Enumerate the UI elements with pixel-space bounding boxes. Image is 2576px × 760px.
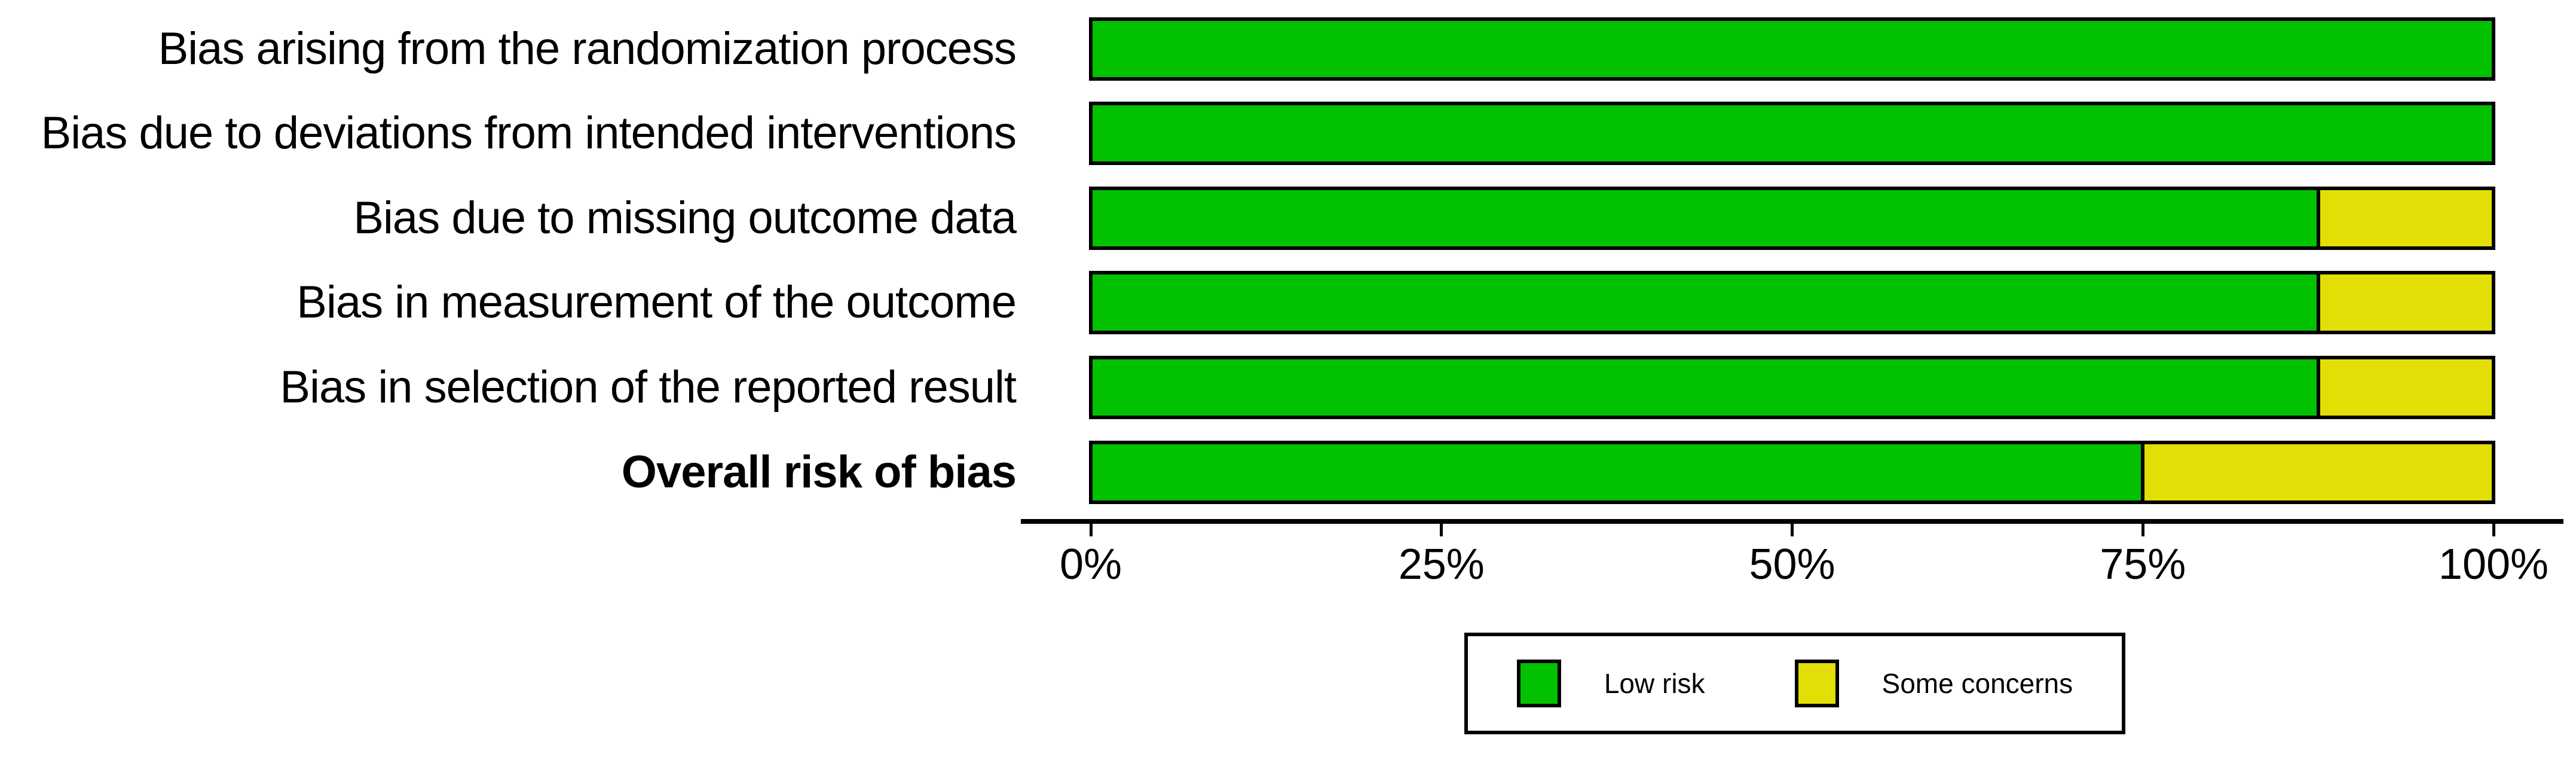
legend-entry: Some concerns: [1794, 660, 2073, 707]
legend-label: Low risk: [1604, 668, 1705, 699]
bar-row: [1089, 187, 2495, 250]
category-label: Bias in selection of the reported result: [280, 362, 1017, 413]
x-axis-tick: [1791, 524, 1794, 536]
segment-some-concerns: [2317, 187, 2495, 250]
x-axis-tick-label: 100%: [2438, 541, 2549, 588]
x-axis-line: [1021, 519, 2563, 524]
x-axis-tick: [1089, 524, 1093, 536]
bar-row: [1089, 356, 2495, 419]
bar-row: [1089, 102, 2495, 165]
segment-low-risk: [1089, 271, 2320, 334]
x-axis-tick: [2141, 524, 2144, 536]
segment-some-concerns: [2317, 271, 2495, 334]
legend-label: Some concerns: [1881, 668, 2073, 699]
segment-low-risk: [1089, 187, 2320, 250]
x-axis-tick: [1440, 524, 1443, 536]
x-axis-tick-label: 75%: [2100, 541, 2186, 588]
category-label: Bias arising from the randomization proc…: [158, 23, 1017, 74]
segment-low-risk: [1089, 356, 2320, 419]
legend-swatch-icon: [1794, 660, 1839, 707]
segment-low-risk: [1089, 102, 2495, 165]
legend-swatch-icon: [1516, 660, 1561, 707]
x-axis-tick-label: 25%: [1398, 541, 1485, 588]
segment-some-concerns: [2141, 441, 2495, 504]
legend: Low risk Some concerns: [1464, 633, 2125, 734]
category-label: Bias due to missing outcome data: [353, 193, 1017, 243]
category-label: Overall risk of bias: [621, 447, 1017, 497]
segment-low-risk: [1089, 17, 2495, 81]
x-axis-tick: [2492, 524, 2495, 536]
category-label: Bias due to deviations from intended int…: [41, 108, 1017, 158]
bar-row: [1089, 441, 2495, 504]
category-label: Bias in measurement of the outcome: [296, 277, 1017, 328]
legend-entry: Low risk: [1516, 660, 1705, 707]
segment-low-risk: [1089, 441, 2144, 504]
segment-some-concerns: [2317, 356, 2495, 419]
x-axis-tick-label: 0%: [1059, 541, 1122, 588]
bar-row: [1089, 17, 2495, 81]
bar-row: [1089, 271, 2495, 334]
x-axis-tick-label: 50%: [1749, 541, 1835, 588]
